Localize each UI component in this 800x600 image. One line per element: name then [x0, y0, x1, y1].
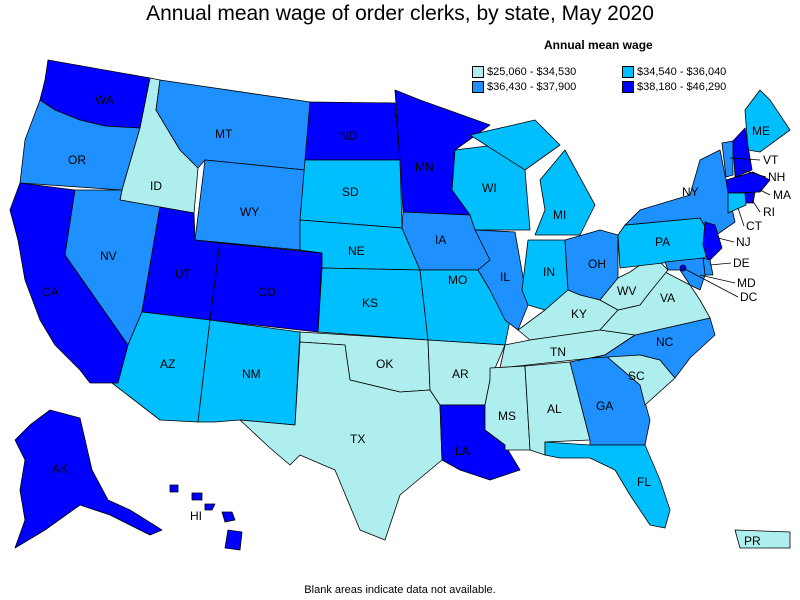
- legend-swatch: [622, 81, 634, 93]
- label-NM: NM: [242, 367, 261, 381]
- label-IA: IA: [435, 233, 446, 247]
- label-WY: WY: [240, 205, 259, 219]
- state-VT[interactable]: [721, 140, 734, 178]
- label-MS: MS: [498, 409, 516, 423]
- label-NE: NE: [348, 244, 365, 258]
- state-RI[interactable]: [744, 191, 756, 204]
- label-VA: VA: [660, 291, 675, 305]
- label-MD: MD: [737, 276, 756, 290]
- footnote: Blank areas indicate data not available.: [304, 584, 496, 596]
- state-NH[interactable]: [732, 127, 753, 178]
- label-FL: FL: [637, 475, 651, 489]
- label-GA: GA: [596, 399, 613, 413]
- label-OR: OR: [68, 153, 86, 167]
- label-KY: KY: [571, 307, 587, 321]
- label-WI: WI: [482, 181, 497, 195]
- legend-item: $25,060 - $34,530: [472, 66, 576, 78]
- state-ME[interactable]: [744, 89, 791, 153]
- legend-label: $38,180 - $46,290: [637, 81, 727, 93]
- label-PR: PR: [744, 534, 761, 548]
- label-LA: LA: [455, 444, 470, 458]
- map-title: Annual mean wage of order clerks, by sta…: [146, 2, 654, 25]
- leader-lines: [682, 157, 771, 298]
- label-MO: MO: [448, 273, 467, 287]
- label-RI: RI: [763, 205, 775, 219]
- state-WV[interactable]: [599, 261, 669, 311]
- label-PA: PA: [655, 235, 670, 249]
- label-SD: SD: [342, 185, 359, 199]
- label-TN: TN: [550, 345, 566, 359]
- label-WA: WA: [95, 93, 114, 107]
- legend-item: $38,180 - $46,290: [622, 81, 726, 93]
- label-TX: TX: [350, 432, 365, 446]
- label-NH: NH: [768, 170, 785, 184]
- state-IL[interactable]: [474, 229, 529, 331]
- label-ME: ME: [752, 124, 770, 138]
- label-OK: OK: [376, 357, 393, 371]
- legend-item: $36,430 - $37,900: [472, 81, 576, 93]
- state-labels: WA OR CA ID NV MT WY UT CO AZ NM ND SD N…: [42, 93, 791, 548]
- label-AZ: AZ: [160, 357, 175, 371]
- label-IL: IL: [500, 270, 510, 284]
- legend-swatch: [622, 66, 634, 78]
- state-NJ[interactable]: [702, 221, 723, 263]
- label-DC: DC: [740, 290, 758, 304]
- label-NY: NY: [682, 185, 699, 199]
- state-HI[interactable]: [169, 484, 243, 551]
- label-AK: AK: [52, 462, 68, 476]
- label-MN: MN: [415, 160, 434, 174]
- state-PR[interactable]: [734, 529, 791, 549]
- label-KS: KS: [362, 296, 378, 310]
- label-UT: UT: [175, 267, 192, 281]
- label-ID: ID: [150, 179, 162, 193]
- state-MA[interactable]: [725, 171, 771, 194]
- state-MI[interactable]: [469, 119, 596, 236]
- legend-item: $34,540 - $36,040: [622, 66, 726, 78]
- label-CA: CA: [42, 285, 59, 299]
- label-DE: DE: [733, 256, 750, 270]
- legend-title: Annual mean wage: [544, 38, 653, 52]
- label-IN: IN: [543, 265, 555, 279]
- legend-swatch: [472, 66, 484, 78]
- label-NC: NC: [656, 335, 674, 349]
- label-WV: WV: [617, 284, 636, 298]
- state-AK[interactable]: [14, 409, 163, 549]
- label-ND: ND: [340, 129, 358, 143]
- state-NC[interactable]: [591, 317, 716, 379]
- label-CT: CT: [746, 219, 763, 233]
- legend-label: $25,060 - $34,530: [487, 66, 577, 78]
- state-TX[interactable]: [239, 341, 443, 541]
- state-MD[interactable]: [664, 257, 706, 291]
- state-FL[interactable]: [544, 441, 671, 529]
- label-NJ: NJ: [736, 235, 751, 249]
- label-OH: OH: [588, 257, 606, 271]
- legend-swatch: [472, 81, 484, 93]
- legend-label: $36,430 - $37,900: [487, 81, 577, 93]
- label-CO: CO: [258, 285, 276, 299]
- label-MT: MT: [215, 127, 233, 141]
- label-VT: VT: [763, 153, 779, 167]
- label-MA: MA: [773, 188, 791, 202]
- label-AL: AL: [547, 402, 562, 416]
- label-SC: SC: [628, 369, 645, 383]
- state-CT[interactable]: [727, 192, 747, 214]
- label-HI: HI: [190, 509, 202, 523]
- label-NV: NV: [100, 249, 117, 263]
- label-AR: AR: [452, 367, 469, 381]
- legend-label: $34,540 - $36,040: [637, 66, 727, 78]
- label-MI: MI: [553, 208, 566, 222]
